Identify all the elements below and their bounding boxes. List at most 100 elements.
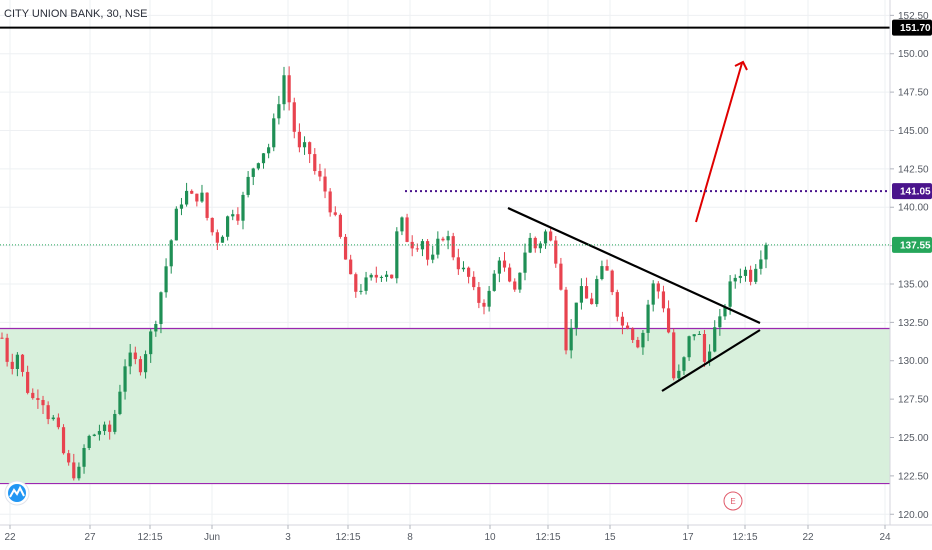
y-tick-label: 120.00 <box>898 510 929 521</box>
y-tick-label: 140.00 <box>898 203 929 214</box>
candle-body <box>579 286 584 303</box>
candle-body <box>15 354 19 369</box>
candle-body <box>82 447 86 467</box>
y-tick-label: 122.50 <box>898 471 929 482</box>
candle-body <box>692 334 696 337</box>
candle-body <box>261 153 266 164</box>
candle-body <box>118 391 122 414</box>
x-tick-label: 12:15 <box>535 532 560 543</box>
candle-body <box>72 462 76 479</box>
candle-body <box>364 277 368 291</box>
candle-body <box>251 168 255 177</box>
candle-body <box>302 142 307 148</box>
candle-body <box>384 274 389 277</box>
candle-body <box>318 171 322 177</box>
candle-body <box>549 231 553 241</box>
price-badge <box>892 236 932 253</box>
x-tick-label: 27 <box>84 532 96 543</box>
candle-body <box>323 176 327 192</box>
candle-body <box>441 238 445 241</box>
candle-body <box>502 260 507 268</box>
candle-body <box>31 392 35 399</box>
candle-body <box>87 435 91 448</box>
candle-body <box>67 453 71 463</box>
candle-body <box>425 241 430 260</box>
triangle-upper-trendline[interactable] <box>507 206 761 325</box>
candle-body <box>543 231 548 244</box>
candle-body <box>538 243 542 249</box>
candle-body <box>154 324 158 332</box>
y-tick-label: 127.50 <box>898 395 929 406</box>
candle-body <box>420 241 425 250</box>
candle-body <box>461 267 466 270</box>
candle-body <box>487 290 491 307</box>
candlestick-series <box>0 66 768 481</box>
earnings-marker-label: E <box>730 497 735 506</box>
price-lines <box>0 26 890 246</box>
candle-body <box>410 241 414 249</box>
price-badge <box>892 19 932 36</box>
candle-body <box>554 240 558 264</box>
breakout-arrow-head <box>734 60 748 71</box>
tradingview-logo-icon[interactable] <box>4 480 30 506</box>
price-badge-label: 141.05 <box>900 187 931 198</box>
candle-body <box>405 217 409 242</box>
candle-body <box>272 118 276 148</box>
candle-body <box>595 279 599 305</box>
x-tick-label: 15 <box>604 532 616 543</box>
candle-body <box>651 283 655 305</box>
candle-body <box>728 281 732 307</box>
candle-body <box>5 337 9 362</box>
candle-body <box>713 327 717 352</box>
candle-body <box>215 232 219 243</box>
candle-body <box>20 354 25 372</box>
earnings-marker[interactable]: E <box>723 491 743 511</box>
candle-body <box>77 466 81 479</box>
candle-body <box>46 405 50 420</box>
candle-body <box>0 337 4 339</box>
candle-body <box>400 217 404 232</box>
candle-body <box>149 331 153 355</box>
candle-body <box>456 257 460 270</box>
candle-body <box>328 191 332 213</box>
candle-body <box>482 302 486 307</box>
candle-body <box>702 334 707 362</box>
candle-body <box>287 75 291 103</box>
candle-body <box>102 424 107 432</box>
candle-body <box>200 192 204 202</box>
candle-body <box>677 370 681 379</box>
candle-body <box>159 292 163 325</box>
candle-body <box>605 266 609 271</box>
candle-body <box>436 238 440 255</box>
candle-body <box>682 357 686 371</box>
candle-body <box>220 236 225 243</box>
y-tick-label: 150.00 <box>898 49 929 60</box>
triangle-lower-trendline[interactable] <box>661 329 761 392</box>
price-axis: 152.50 150.00 147.50 145.00 142.50 140.00 137.… <box>890 11 929 521</box>
candle-body <box>743 269 748 276</box>
candle-body <box>625 325 630 329</box>
candle-body <box>179 204 184 209</box>
candle-body <box>195 193 199 202</box>
candle-body <box>369 274 373 278</box>
candle-body <box>610 270 614 293</box>
candle-body <box>143 354 148 373</box>
candle-body <box>282 75 286 105</box>
price-axis-panel[interactable] <box>890 0 932 525</box>
candle-body <box>666 308 671 333</box>
candle-body <box>446 236 450 241</box>
candle-body <box>764 244 768 260</box>
candle-body <box>559 263 563 290</box>
candle-body <box>738 275 742 278</box>
candle-body <box>564 289 568 351</box>
x-tick-label: 3 <box>285 532 291 543</box>
candle-body <box>395 231 399 279</box>
candle-body <box>733 277 737 282</box>
candle-body <box>277 104 281 119</box>
candle-body <box>190 190 194 194</box>
candle-body <box>641 332 645 348</box>
candle-body <box>205 192 209 218</box>
breakout-arrow[interactable] <box>695 62 743 223</box>
candle-body <box>210 217 214 233</box>
